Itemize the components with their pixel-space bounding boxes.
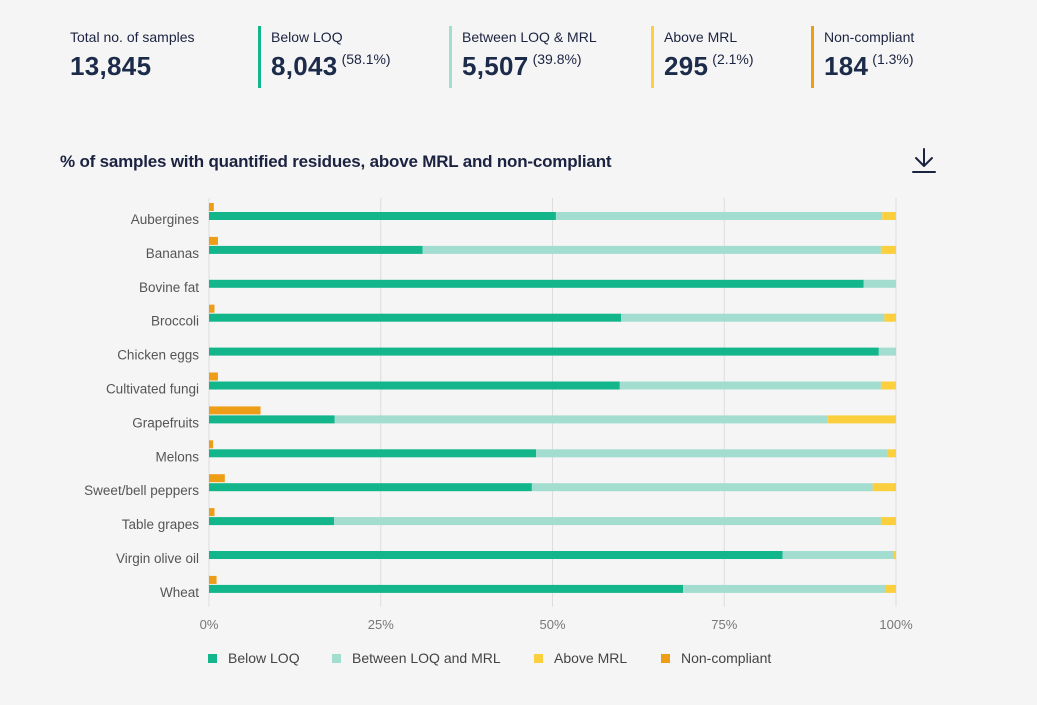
bar-segment-between bbox=[536, 449, 888, 458]
legend-label-between: Between LOQ and MRL bbox=[352, 650, 501, 666]
stat-total-value: 13,845 bbox=[70, 51, 152, 81]
category-label: Table grapes bbox=[122, 517, 200, 532]
bar-non-compliant bbox=[209, 440, 214, 449]
bar-segment-above-mrl bbox=[893, 551, 896, 559]
category-label: Broccoli bbox=[151, 314, 199, 329]
x-tick-label: 0% bbox=[200, 617, 219, 632]
bar-segment-below-loq bbox=[209, 517, 335, 526]
bar-segment-between bbox=[619, 381, 881, 390]
x-tick-label: 25% bbox=[368, 617, 394, 632]
legend-swatch-non-compliant bbox=[661, 653, 670, 663]
legend-item-non-compliant[interactable]: Non-compliant bbox=[661, 650, 771, 666]
bar-segment-between bbox=[878, 347, 896, 356]
stat-below-loq: Below LOQ 8,043 (58.1%) bbox=[258, 26, 391, 88]
bar-segment-above-mrl bbox=[872, 483, 896, 492]
bar-segment-between bbox=[334, 517, 881, 526]
bar-segment-above-mrl bbox=[880, 381, 896, 390]
stat-between: Between LOQ & MRL 5,507 (39.8%) bbox=[449, 26, 597, 88]
bar-segment-below-loq bbox=[209, 313, 622, 322]
bar-segment-below-loq bbox=[209, 279, 864, 288]
bar-segment-above-mrl bbox=[887, 449, 896, 458]
download-icon bbox=[912, 148, 936, 173]
bar-chart: 0% 25% 50% 75% 100% Aubergines Bananas Bovine f… bbox=[84, 198, 913, 632]
x-tick-label: 75% bbox=[711, 617, 737, 632]
category-label: Wheat bbox=[160, 585, 199, 600]
stat-above-mrl-pct: (2.1%) bbox=[712, 51, 754, 67]
stat-non-compliant-pct: (1.3%) bbox=[872, 51, 914, 67]
bar-non-compliant bbox=[209, 575, 217, 584]
stat-above-mrl-value: 295 bbox=[664, 51, 709, 81]
bar-segment-between bbox=[531, 483, 873, 492]
bar-segment-below-loq bbox=[209, 584, 684, 593]
stat-non-compliant-label: Non-compliant bbox=[824, 29, 915, 45]
bar-non-compliant bbox=[209, 474, 225, 483]
category-label: Aubergines bbox=[131, 212, 200, 227]
bar-segment-below-loq bbox=[209, 415, 335, 424]
legend-item-above-mrl[interactable]: Above MRL bbox=[534, 650, 627, 666]
category-label: Melons bbox=[155, 449, 199, 464]
bar-segment-between bbox=[782, 551, 894, 559]
stat-total-label: Total no. of samples bbox=[70, 29, 195, 45]
legend-label-non-compliant: Non-compliant bbox=[681, 650, 772, 666]
bar-segment-below-loq bbox=[209, 347, 879, 356]
stat-above-mrl-label: Above MRL bbox=[664, 29, 738, 45]
category-label: Virgin olive oil bbox=[116, 551, 199, 566]
bar-non-compliant bbox=[209, 304, 215, 313]
stat-non-compliant: Non-compliant 184 (1.3%) bbox=[811, 26, 914, 88]
category-label: Chicken eggs bbox=[117, 348, 199, 363]
bar-segment-above-mrl bbox=[880, 245, 896, 254]
summary-stats: Total no. of samples 13,845 Below LOQ 8,… bbox=[0, 26, 1037, 90]
category-label: Cultivated fungi bbox=[106, 382, 199, 397]
bar-non-compliant bbox=[209, 508, 215, 517]
bar-segment-above-mrl bbox=[882, 212, 896, 220]
category-label: Bananas bbox=[146, 246, 200, 261]
bar-segment-below-loq bbox=[209, 212, 556, 220]
bar-segment-above-mrl bbox=[885, 584, 896, 593]
legend-swatch-below-loq bbox=[208, 653, 217, 663]
bar-segment-above-mrl bbox=[827, 415, 896, 424]
bar-segment-between bbox=[555, 212, 883, 220]
bar-segment-below-loq bbox=[209, 551, 783, 559]
stat-total: Total no. of samples 13,845 bbox=[70, 26, 195, 88]
stat-between-value: 5,507 bbox=[462, 51, 529, 81]
bar-segment-below-loq bbox=[209, 245, 423, 254]
legend-label-below-loq: Below LOQ bbox=[228, 650, 300, 666]
stat-above-mrl: Above MRL 295 (2.1%) bbox=[651, 26, 754, 88]
category-label: Sweet/bell peppers bbox=[84, 483, 199, 498]
stat-below-loq-pct: (58.1%) bbox=[341, 51, 391, 67]
x-tick-label: 100% bbox=[879, 617, 913, 632]
x-tick-label: 50% bbox=[539, 617, 565, 632]
bar-segment-between bbox=[334, 415, 828, 424]
chart-title: % of samples with quantified residues, a… bbox=[60, 152, 612, 171]
bar-segment-above-mrl bbox=[880, 517, 896, 526]
stat-between-pct: (39.8%) bbox=[532, 51, 582, 67]
bar-non-compliant bbox=[209, 372, 218, 381]
category-label: Bovine fat bbox=[139, 280, 199, 295]
legend-item-below-loq[interactable]: Below LOQ bbox=[208, 650, 300, 666]
legend-label-above-mrl: Above MRL bbox=[554, 650, 628, 666]
category-label: Grapefruits bbox=[132, 415, 199, 430]
stat-below-loq-value: 8,043 bbox=[271, 51, 338, 81]
stat-between-label: Between LOQ & MRL bbox=[462, 29, 597, 45]
legend-swatch-above-mrl bbox=[534, 653, 543, 663]
legend-swatch-between bbox=[332, 653, 341, 663]
legend-item-between[interactable]: Between LOQ and MRL bbox=[332, 650, 501, 666]
download-button[interactable] bbox=[910, 146, 938, 176]
bar-non-compliant bbox=[209, 236, 218, 245]
bar-segment-below-loq bbox=[209, 449, 537, 458]
bar-segment-below-loq bbox=[209, 381, 620, 390]
stat-below-loq-label: Below LOQ bbox=[271, 29, 343, 45]
bar-non-compliant bbox=[209, 203, 214, 211]
bar-non-compliant bbox=[209, 406, 261, 415]
bar-segment-between bbox=[863, 279, 896, 288]
bar-segment-below-loq bbox=[209, 483, 532, 492]
bar-segment-between bbox=[683, 584, 886, 593]
bar-segment-above-mrl bbox=[884, 313, 896, 322]
stat-non-compliant-value: 184 bbox=[824, 51, 869, 81]
bar-segment-between bbox=[422, 245, 881, 254]
bar-segment-between bbox=[621, 313, 885, 322]
